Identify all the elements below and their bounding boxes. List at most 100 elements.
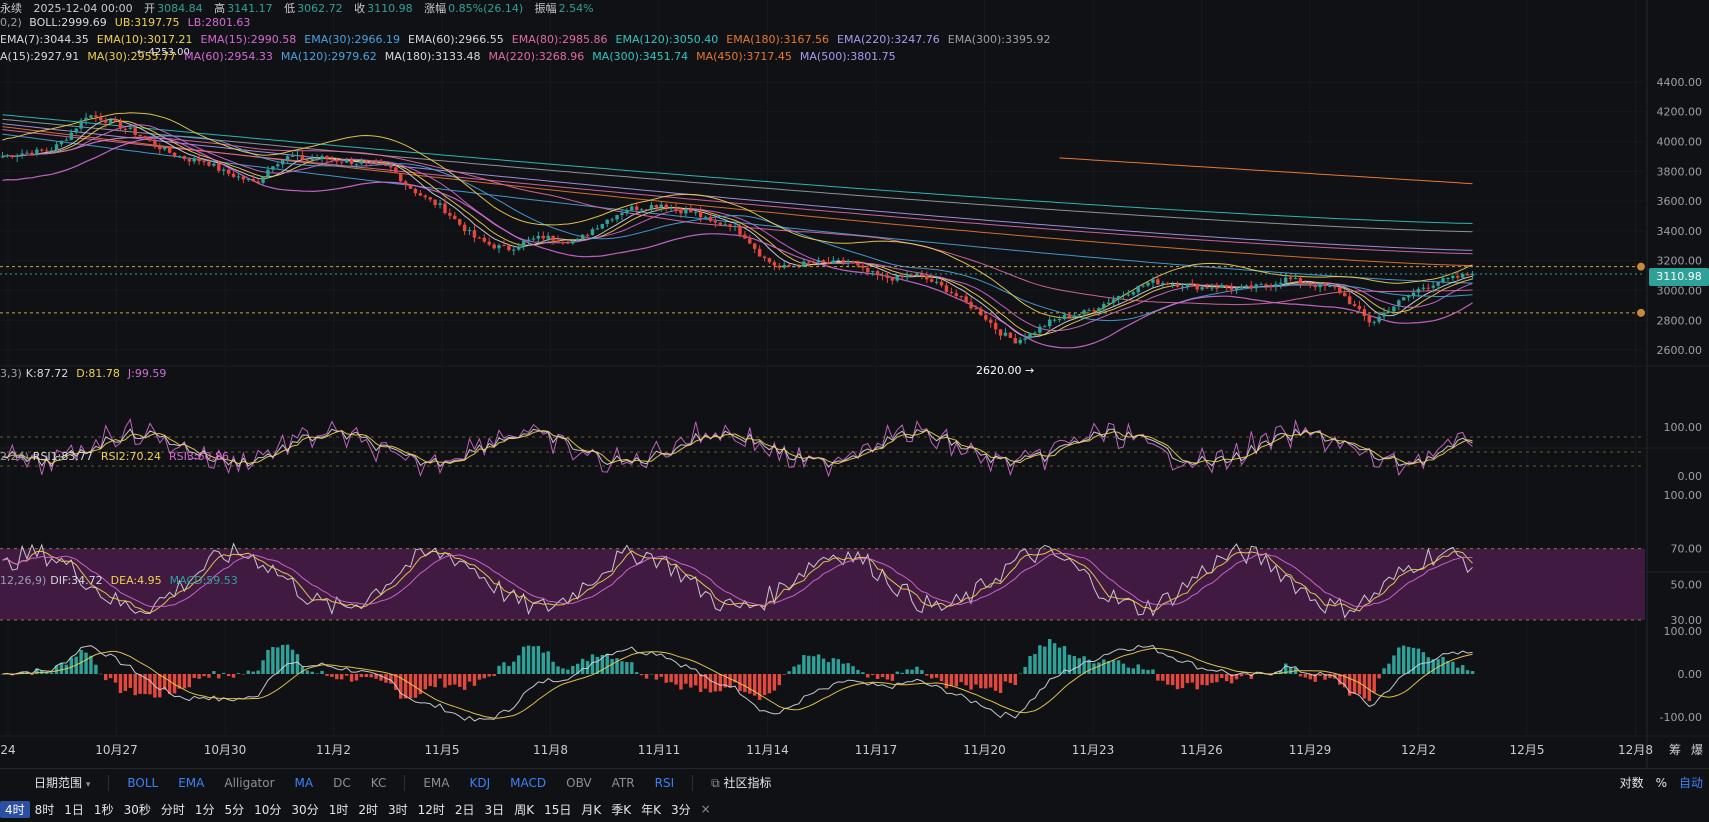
macd-dif-line [2, 644, 1473, 722]
macd-histogram-bar [630, 662, 634, 674]
candle-body [1416, 288, 1421, 293]
candle-body [615, 215, 619, 220]
scale-option-button[interactable]: % [1655, 776, 1667, 790]
timeframe-button[interactable]: 12时 [417, 802, 445, 817]
macd-histogram-bar [1328, 674, 1332, 678]
timeframe-button[interactable]: 5分 [224, 802, 245, 817]
macd-histogram-bar [221, 672, 226, 674]
candle-body [359, 161, 364, 164]
candle-body [1269, 285, 1273, 287]
sub-indicator-ema-button[interactable]: EMA [423, 775, 450, 790]
axis-corner-label: 筹 [1669, 743, 1681, 757]
timeframe-button[interactable]: 3时 [387, 802, 408, 817]
long-ma-line [2, 123, 1473, 251]
sub-indicator-rsi-button[interactable]: RSI [654, 775, 675, 790]
date-range-button[interactable]: 日期范围 ▾ [0, 774, 100, 791]
macd-histogram-bar [644, 674, 649, 679]
close-timeframes-button[interactable]: × [700, 802, 711, 816]
timeframe-button[interactable]: 3日 [484, 802, 505, 817]
macd-histogram-bar [1043, 646, 1047, 674]
timeframe-button[interactable]: 1时 [328, 802, 349, 817]
timeframe-button[interactable]: 分时 [160, 802, 185, 817]
legend-ma: A(15):2927.91 MA(30):2955.77 MA(60):2954.3… [0, 50, 1645, 66]
macd-histogram-bar [1313, 674, 1317, 682]
time-axis-tick-label: 10月30 [204, 743, 247, 757]
macd-histogram-bar [1426, 657, 1431, 674]
candle-body [1200, 287, 1204, 290]
legend-macd: 12,26,9) DIF:34.72 DEA:4.95 MACD:59.53 [0, 574, 1645, 590]
candle-body [1146, 282, 1150, 286]
candle-body [148, 138, 152, 141]
candle-body [502, 245, 506, 247]
candle-body [1470, 273, 1475, 276]
candle-body [880, 275, 885, 277]
scale-option-button[interactable]: 对数 [1619, 776, 1644, 790]
macd-histogram-bar [467, 674, 472, 682]
timeframe-button[interactable]: 季K [611, 802, 632, 817]
macd-histogram-bar [246, 670, 251, 674]
timeframe-button[interactable]: 1日 [64, 802, 84, 817]
candle-body [1406, 295, 1411, 298]
sub-indicator-macd-button[interactable]: MACD [510, 775, 547, 790]
macd-histogram-bar [905, 669, 909, 674]
candle-body [158, 145, 162, 150]
timeframe-button[interactable]: 10分 [254, 802, 282, 817]
candle-body [1210, 287, 1214, 289]
timeframe-button[interactable]: 月K [581, 802, 602, 817]
macd-histogram-bar [998, 674, 1003, 694]
main-indicator-dc-button[interactable]: DC [333, 775, 351, 790]
timeframe-button[interactable]: 2日 [454, 802, 475, 817]
candle-body [1436, 282, 1440, 286]
macd-histogram-bar [969, 674, 973, 690]
timeframe-button[interactable]: 8时 [34, 802, 55, 817]
sub-indicator-atr-button[interactable]: ATR [611, 775, 635, 790]
main-indicator-alligator-button[interactable]: Alligator [224, 775, 275, 790]
time-axis-tick-label: 11月2 [316, 743, 351, 757]
sub-indicator-obv-button[interactable]: OBV [566, 775, 592, 790]
main-indicator-ma-button[interactable]: MA [294, 775, 314, 790]
main-indicator-kc-button[interactable]: KC [370, 775, 387, 790]
timeframe-button[interactable]: 3分 [670, 802, 691, 817]
candle-body [1303, 283, 1308, 285]
timeframe-button[interactable]: 1分 [194, 802, 215, 817]
candle-body [1288, 277, 1293, 280]
candle-body [418, 193, 423, 196]
ma-item: MA(30):2955.77 [87, 50, 177, 63]
macd-histogram-bar [1175, 674, 1180, 690]
candle-body [787, 264, 791, 267]
timeframe-button[interactable]: 周K [514, 802, 535, 817]
timeframe-button[interactable]: 1秒 [93, 802, 114, 817]
timeframe-button[interactable]: 15日 [544, 802, 572, 817]
macd-histogram-bar [138, 674, 142, 694]
macd-histogram-bar [772, 674, 777, 691]
main-indicator-boll-button[interactable]: BOLL [127, 775, 159, 790]
candle-body [295, 155, 300, 157]
timeframe-button[interactable]: 年K [641, 802, 661, 817]
macd-histogram-bar [1279, 670, 1283, 674]
main-indicator-ema-button[interactable]: EMA [178, 775, 205, 790]
macd-histogram-bar [1220, 674, 1224, 678]
candle-body [261, 176, 265, 183]
candle-body [634, 206, 639, 210]
candle-body [1426, 287, 1431, 289]
timeframe-button[interactable]: 2时 [358, 802, 378, 817]
price-axis-tick-label: 3200.00 [1657, 255, 1703, 268]
price-axis-tick-label: 3400.00 [1657, 225, 1703, 238]
candle-body [654, 205, 659, 208]
timeframe-button[interactable]: 30秒 [123, 802, 151, 817]
macd-histogram-bar [1195, 674, 1199, 690]
scale-option-button[interactable]: 自动 [1678, 776, 1703, 790]
candle-body [344, 159, 349, 163]
timeframe-button[interactable]: 4时 [0, 800, 30, 818]
candle-body [993, 322, 998, 330]
timeframe-button[interactable]: 30分 [291, 802, 319, 817]
chart-area[interactable]: 4400.00 4200.00 4000.00 3800.00 3600.00 3400.… [0, 0, 1709, 768]
sub-indicator-kdj-button[interactable]: KDJ [469, 775, 491, 790]
macd-histogram-bar [920, 670, 924, 674]
time-axis-tick-label: 12月2 [1401, 743, 1436, 757]
macd-histogram-bar [615, 658, 619, 674]
macd-histogram-bar [236, 673, 241, 674]
macd-histogram-bar [1446, 660, 1450, 674]
rsi-axis-tick-label: 70.00 [1671, 543, 1703, 556]
community-indicators-button[interactable]: ⧉ 社区指标 [701, 774, 781, 791]
